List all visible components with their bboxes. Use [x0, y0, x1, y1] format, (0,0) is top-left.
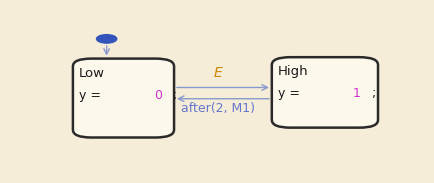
Text: y =: y = [277, 87, 303, 100]
Text: ;: ; [371, 87, 375, 100]
Text: ;: ; [173, 89, 177, 102]
Text: Low: Low [79, 67, 105, 80]
FancyBboxPatch shape [271, 57, 377, 128]
Text: 0: 0 [154, 89, 162, 102]
Text: 1: 1 [352, 87, 360, 100]
Text: after(2, M1): after(2, M1) [181, 102, 254, 115]
FancyBboxPatch shape [73, 59, 174, 137]
Circle shape [96, 35, 116, 43]
Text: High: High [277, 65, 308, 78]
Text: y =: y = [79, 89, 105, 102]
Text: E: E [213, 66, 222, 80]
